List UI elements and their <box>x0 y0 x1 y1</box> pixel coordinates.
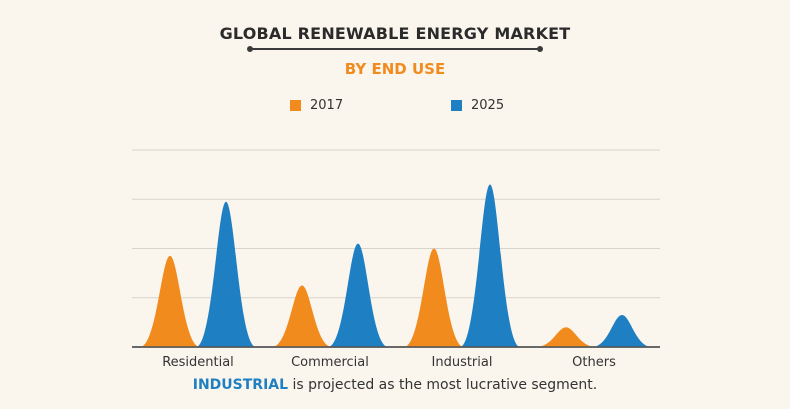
peak-2025-residential <box>196 201 256 347</box>
peak-2017-residential <box>140 255 200 347</box>
legend-swatch-2025 <box>451 100 462 111</box>
category-label-commercial: Commercial <box>291 355 369 370</box>
peak-2025-industrial <box>460 184 520 347</box>
peak-2025-commercial <box>328 243 388 347</box>
chart-subtitle: BY END USE <box>344 60 446 78</box>
peak-2025-others <box>592 314 652 347</box>
chart-title: GLOBAL RENEWABLE ENERGY MARKET <box>219 24 571 43</box>
category-label-others: Others <box>572 355 616 370</box>
caption-highlight: INDUSTRIAL <box>192 377 289 393</box>
peak-2017-others <box>536 327 596 347</box>
legend-label-2017: 2017 <box>310 98 344 113</box>
legend-swatch-2017 <box>290 100 301 111</box>
peak-2017-industrial <box>404 248 464 347</box>
legend-label-2025: 2025 <box>471 98 505 113</box>
chart-caption: INDUSTRIAL is projected as the most lucr… <box>0 377 790 393</box>
peak-2017-commercial <box>272 285 332 347</box>
divider-dot-left <box>247 46 253 52</box>
category-label-industrial: Industrial <box>432 355 493 370</box>
divider-dot-right <box>537 46 543 52</box>
legend-item-2017: 2017 <box>290 98 343 113</box>
legend-item-2025: 2025 <box>451 98 504 113</box>
caption-text: is projected as the most lucrative segme… <box>288 377 598 393</box>
title-divider <box>247 46 543 52</box>
category-label-residential: Residential <box>162 355 234 370</box>
